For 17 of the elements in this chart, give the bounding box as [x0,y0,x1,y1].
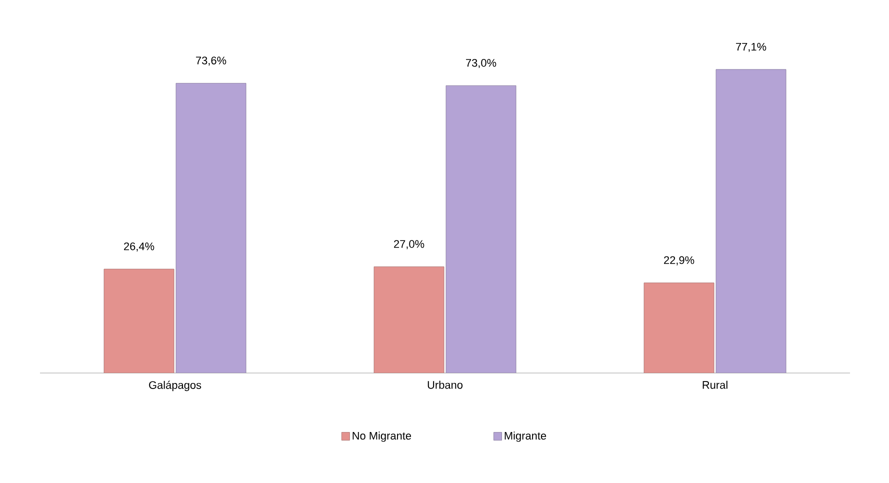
bar [176,83,246,373]
data-label: 26,4% [124,242,154,252]
bar [374,266,444,373]
x-tick-label: Galápagos [149,380,202,392]
bar [644,282,714,373]
legend-label: No Migrante [352,432,412,442]
x-tick-label: Urbano [428,380,462,389]
bar [716,69,786,373]
bar [446,85,516,373]
data-label: 73,6% [196,56,226,66]
bar [104,268,174,373]
data-label: 73,0% [466,59,496,68]
x-tick-label: Rural [702,380,728,389]
data-label: 22,9% [664,256,694,266]
data-label: 77,1% [736,42,766,52]
legend-label: Migrante [504,432,546,442]
data-label: 27,0% [394,240,424,250]
